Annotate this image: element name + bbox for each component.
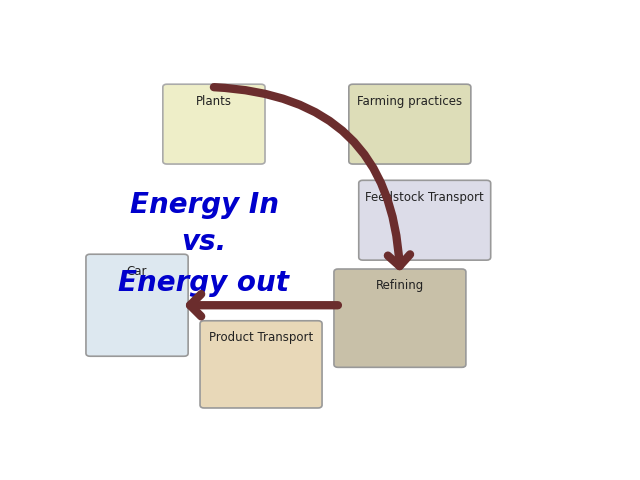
FancyBboxPatch shape (200, 321, 322, 408)
Text: Refining: Refining (376, 279, 424, 292)
FancyBboxPatch shape (349, 84, 471, 164)
FancyBboxPatch shape (359, 180, 491, 260)
FancyBboxPatch shape (163, 84, 265, 164)
Text: Car: Car (127, 264, 147, 277)
Text: Product Transport: Product Transport (209, 331, 313, 344)
Text: Plants: Plants (196, 95, 232, 108)
Text: Farming practices: Farming practices (357, 95, 463, 108)
FancyBboxPatch shape (334, 269, 466, 367)
Text: Feedstock Transport: Feedstock Transport (365, 191, 484, 204)
Text: vs.: vs. (181, 228, 227, 256)
FancyBboxPatch shape (86, 254, 188, 356)
Text: Energy out: Energy out (118, 269, 289, 297)
Text: Energy In: Energy In (129, 192, 278, 219)
